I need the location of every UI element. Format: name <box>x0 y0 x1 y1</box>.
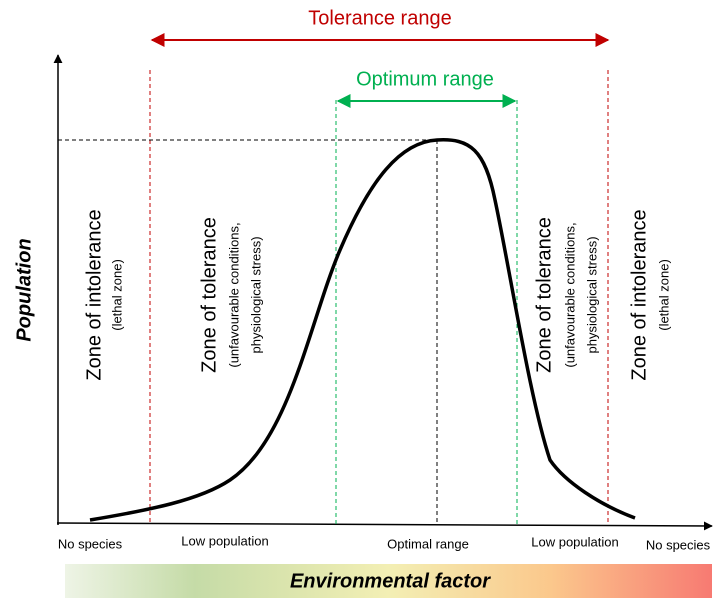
tolerance-label: Tolerance range <box>308 7 451 29</box>
y-axis-label: Population <box>13 238 35 341</box>
x-label: No species <box>646 537 711 552</box>
zone-title: Zone of tolerance <box>198 217 220 373</box>
optimum-label: Optimum range <box>356 68 494 90</box>
x-axis-label: Environmental factor <box>290 570 491 592</box>
zone-note: (lethal zone) <box>656 259 671 331</box>
zone-note: physiological stress) <box>248 236 263 353</box>
zone-title: Zone of intolerance <box>628 209 650 380</box>
x-label: Optimal range <box>387 536 469 551</box>
x-axis <box>56 521 713 531</box>
zone-note: physiological stress) <box>584 236 599 353</box>
population-curve <box>89 138 636 522</box>
zone-title: Zone of tolerance <box>533 217 555 373</box>
x-label: No species <box>58 536 123 551</box>
zone-note: (unfavourable conditions, <box>562 222 577 367</box>
zone-note: (unfavourable conditions, <box>226 222 241 367</box>
gradient-bar <box>65 564 712 598</box>
x-label: Low population <box>531 534 618 549</box>
zone-note: (lethal zone) <box>109 259 124 331</box>
zone-title: Zone of intolerance <box>83 209 105 380</box>
x-label: Low population <box>181 533 268 548</box>
